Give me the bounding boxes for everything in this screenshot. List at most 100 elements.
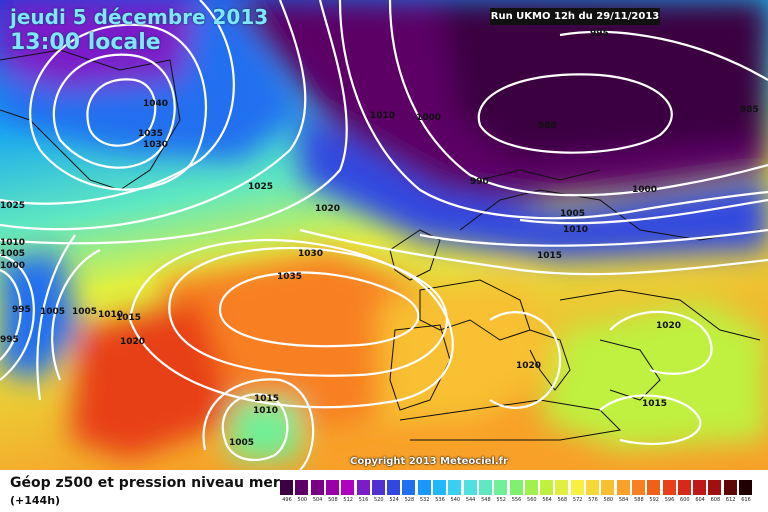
legend-swatch: [448, 480, 463, 495]
legend-swatch: [586, 480, 600, 495]
isobar-label: 1010: [370, 111, 395, 121]
map-canvas: 995 1010 1000 980 985 1040 1035 1030 102…: [0, 0, 768, 470]
legend-swatch: [570, 480, 585, 495]
legend-swatch: [356, 480, 371, 495]
isobars: [0, 0, 768, 470]
legend-value: 612: [725, 497, 736, 503]
isobar-label: 1020: [656, 321, 681, 331]
legend-swatch: [708, 480, 723, 495]
isobar-label: 1005: [229, 438, 254, 448]
isobar-label: 1025: [248, 182, 273, 192]
legend-swatch: [739, 480, 753, 495]
legend-value: 524: [389, 497, 399, 503]
legend-value: 560: [527, 497, 537, 503]
model-run-label: Run UKMO 12h du 29/11/2013: [490, 8, 660, 25]
legend-swatch: [616, 480, 631, 495]
isobar-label: 985: [740, 105, 759, 115]
isobar-label: 995: [590, 29, 609, 39]
isobar-label: 1010: [98, 310, 123, 320]
legend-swatch: [417, 480, 432, 495]
legend-swatch: [433, 480, 447, 495]
isobar-label: 1035: [277, 272, 302, 282]
legend-swatch: [371, 480, 386, 495]
legend-value: 592: [649, 497, 659, 503]
isobar-label: 995: [0, 335, 19, 345]
map-title: Géop z500 et pression niveau mer: [10, 475, 280, 491]
legend-value: 520: [374, 497, 384, 503]
isobar-label: 1000: [0, 261, 25, 271]
legend-swatch: [509, 480, 524, 495]
isobar-label: 1020: [315, 204, 340, 214]
legend-value: 608: [710, 497, 721, 503]
legend-value: 504: [312, 497, 323, 503]
legend-value: 580: [603, 497, 614, 503]
isobar-label: 1035: [138, 129, 163, 139]
isobar-label: 1015: [642, 399, 667, 409]
legend-swatch: [540, 480, 555, 495]
legend-value: 532: [419, 497, 430, 503]
legend-swatch: [524, 480, 539, 495]
legend-swatch: [387, 480, 402, 495]
isobar-label: 1040: [143, 99, 168, 109]
legend-swatch: [478, 480, 493, 495]
forecast-date: jeudi 5 décembre 2013: [10, 5, 269, 29]
isobar-label: 1020: [120, 337, 145, 347]
legend-value: 548: [481, 497, 491, 503]
legend-swatch: [677, 480, 692, 495]
legend-value: 604: [695, 497, 705, 503]
isobar-label: 1010: [253, 406, 278, 416]
isobar-label: 1015: [116, 313, 141, 323]
isobar-label: 1015: [254, 394, 279, 404]
legend-swatch: [402, 480, 417, 495]
legend-value: 564: [542, 497, 552, 503]
coastlines: [0, 49, 761, 441]
isobar-label: 990: [470, 177, 489, 187]
isobar-label: 1020: [516, 361, 541, 371]
forecast-lead-time: (+144h): [10, 494, 61, 507]
legend-value: 536: [435, 497, 445, 503]
legend-swatch: [310, 480, 325, 495]
legend-value: 528: [404, 497, 415, 503]
forecast-time: 13:00 locale: [10, 30, 161, 55]
isobar-label: 1005: [0, 249, 25, 259]
copyright-notice: Copyright 2013 Meteociel.fr: [350, 456, 508, 467]
legend-swatch: [631, 480, 646, 495]
legend-value: 616: [741, 497, 751, 503]
legend-swatch: [494, 480, 509, 495]
isobar-label: 1005: [40, 307, 65, 317]
legend-value: 584: [618, 497, 629, 503]
legend-value: 496: [282, 497, 292, 503]
isobar-label: 1030: [298, 249, 323, 259]
legend-swatch: [295, 480, 310, 495]
legend-value: 572: [572, 497, 583, 503]
legend-value: 544: [465, 497, 476, 503]
isobar-label: 1000: [632, 185, 657, 195]
isobar-label: 1010: [0, 238, 25, 248]
legend-value: 540: [450, 497, 461, 503]
legend-swatch: [325, 480, 340, 495]
isobar-label: 1005: [72, 307, 97, 317]
legend-swatch: [662, 480, 677, 495]
legend-value: 576: [588, 497, 598, 503]
isobar-label: 1005: [560, 209, 585, 219]
legend-swatch: [693, 480, 708, 495]
legend-value: 568: [557, 497, 568, 503]
isobar-label: 1030: [143, 140, 168, 150]
legend-swatch: [601, 480, 616, 495]
isobar-label: 1015: [537, 251, 562, 261]
legend-swatch: [723, 480, 738, 495]
legend-swatch: [647, 480, 662, 495]
legend-value: 596: [664, 497, 675, 503]
color-legend: 496 500 504 508 512 516 520 524 528 532 536 540 544 5…: [280, 480, 756, 510]
isobar-label: 1010: [563, 225, 588, 235]
isobar-labels: 995 1010 1000 980 985 1040 1035 1030 102…: [0, 29, 759, 448]
geopotential-shading: [0, 0, 768, 460]
isobar-label: 1000: [416, 113, 441, 123]
legend-swatch: [463, 480, 478, 495]
legend-value: 588: [634, 497, 644, 503]
legend-value: 512: [343, 497, 353, 503]
map-footer: Géop z500 et pression niveau mer (+144h)…: [0, 470, 768, 512]
legend-value: 556: [511, 497, 522, 503]
isobar-label: 995: [12, 305, 31, 315]
